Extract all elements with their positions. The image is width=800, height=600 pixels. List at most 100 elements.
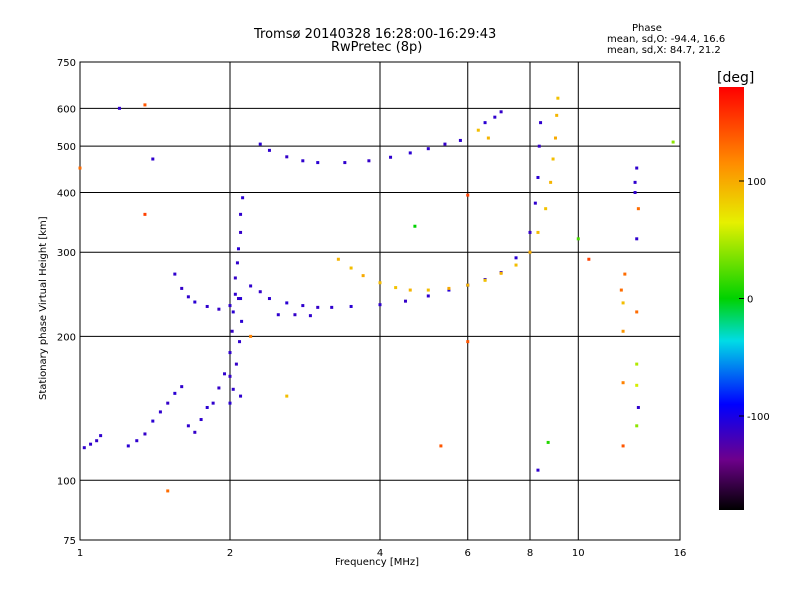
data-point	[619, 288, 623, 292]
data-point	[228, 304, 232, 308]
data-point	[233, 292, 237, 296]
data-point	[82, 446, 86, 450]
data-point	[587, 257, 591, 261]
data-point	[151, 419, 155, 423]
data-point	[235, 261, 239, 265]
x-tick-label: 10	[572, 548, 585, 559]
data-point	[231, 310, 235, 314]
data-point	[301, 304, 305, 308]
x-tick-label: 8	[527, 548, 533, 559]
data-point	[267, 148, 271, 152]
data-point	[556, 96, 560, 100]
chart-title: Tromsø 20140328 16:28:00-16:29:43	[254, 27, 497, 42]
data-point	[466, 340, 470, 344]
data-point	[546, 440, 550, 444]
data-point	[499, 110, 503, 114]
x-tick-label: 16	[674, 548, 687, 559]
data-point	[633, 180, 637, 184]
y-tick-label: 75	[63, 536, 76, 547]
phase-stats-o: mean, sd,O: -94.4, 16.6	[607, 34, 726, 45]
data-point	[635, 424, 639, 428]
data-point	[367, 159, 371, 163]
y-axis-label: Stationary phase Virtual Height [km]	[38, 216, 49, 400]
data-point	[549, 180, 553, 184]
data-point	[158, 410, 162, 414]
data-point	[267, 297, 271, 301]
data-point	[236, 297, 240, 301]
data-point	[231, 387, 235, 391]
data-point	[258, 290, 262, 294]
data-point	[99, 434, 103, 438]
data-point	[285, 394, 289, 398]
data-point	[458, 138, 462, 142]
colorbar-tick-label: 0	[747, 295, 753, 306]
data-point	[239, 297, 243, 301]
data-point	[623, 272, 627, 276]
data-point	[635, 383, 639, 387]
data-point	[239, 212, 243, 216]
data-point	[238, 340, 242, 344]
data-point	[447, 288, 451, 292]
y-tick-label: 750	[57, 58, 76, 69]
data-point	[533, 201, 537, 205]
data-point	[186, 424, 190, 428]
data-point	[186, 295, 190, 299]
data-point	[413, 224, 417, 228]
data-point	[635, 362, 639, 366]
data-point	[258, 142, 262, 146]
data-point	[217, 307, 221, 311]
data-point	[205, 304, 209, 308]
data-point	[217, 386, 221, 390]
data-point	[635, 310, 639, 314]
x-tick-label: 6	[465, 548, 471, 559]
data-point	[228, 401, 232, 405]
data-point	[635, 166, 639, 170]
data-point	[493, 115, 497, 119]
data-point	[403, 299, 407, 303]
data-point	[308, 314, 312, 318]
data-point	[426, 147, 430, 151]
data-point	[621, 381, 625, 385]
data-point	[135, 439, 139, 443]
data-point	[536, 175, 540, 179]
data-point	[528, 250, 532, 254]
data-point	[95, 439, 99, 443]
data-point	[199, 418, 203, 422]
y-tick-label: 500	[57, 142, 76, 153]
data-point	[361, 274, 365, 278]
data-point	[180, 286, 184, 290]
data-point	[241, 196, 245, 200]
data-point	[249, 284, 253, 288]
data-point	[336, 257, 340, 261]
colorbar-tick-label: -100	[747, 412, 770, 423]
data-point	[499, 271, 503, 275]
data-point	[166, 489, 170, 493]
data-point	[671, 140, 675, 144]
data-point	[293, 313, 297, 317]
data-point	[466, 193, 470, 197]
data-point	[233, 276, 237, 280]
data-point	[126, 444, 130, 448]
data-point	[78, 166, 82, 170]
data-point	[211, 401, 215, 405]
data-point	[151, 157, 155, 161]
data-point	[180, 385, 184, 389]
data-point	[476, 128, 480, 132]
data-point	[89, 442, 93, 446]
data-point	[636, 405, 640, 409]
x-tick-label: 2	[227, 548, 233, 559]
x-axis-label: Frequency [MHz]	[335, 557, 420, 568]
data-point	[443, 142, 447, 146]
data-point	[330, 305, 334, 309]
data-point	[536, 468, 540, 472]
data-point	[528, 230, 532, 234]
data-point	[621, 301, 625, 305]
data-point	[143, 432, 147, 436]
data-point	[316, 161, 320, 165]
data-point	[166, 401, 170, 405]
data-point	[349, 304, 353, 308]
data-point	[205, 405, 209, 409]
data-point	[193, 300, 197, 304]
y-tick-label: 200	[57, 332, 76, 343]
data-point	[551, 157, 555, 161]
